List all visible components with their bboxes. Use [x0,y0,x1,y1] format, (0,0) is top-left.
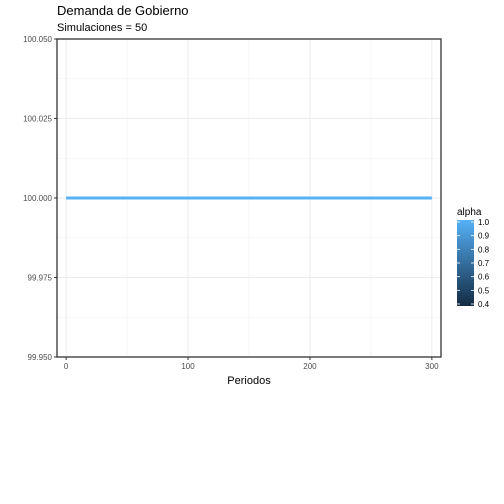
x-tick-label: 300 [425,362,439,371]
chart-title: Demanda de Gobierno [57,3,189,18]
y-tick-label: 100.000 [23,194,52,203]
x-tick-label: 100 [181,362,195,371]
y-tick-label: 99.975 [28,274,53,283]
legend-colorbar [457,220,474,306]
x-tick-label: 0 [64,362,69,371]
legend-label: 0.9 [478,232,490,241]
legend-label: 0.5 [478,286,490,295]
legend-title: alpha [457,207,482,218]
legend: alpha 1.0 0.9 0.8 0.7 0.6 0.5 0.4 [457,207,490,309]
y-tick-label: 99.950 [28,353,53,362]
legend-label: 0.4 [478,300,490,309]
x-axis: 0 100 200 300 [64,357,439,371]
y-tick-label: 100.025 [23,115,52,124]
legend-label: 0.6 [478,273,490,282]
legend-label: 0.8 [478,245,490,254]
x-tick-label: 200 [303,362,317,371]
y-tick-label: 100.050 [23,35,52,44]
legend-labels: 1.0 0.9 0.8 0.7 0.6 0.5 0.4 [457,218,490,309]
y-axis: 99.950 99.975 100.000 100.025 100.050 [23,35,57,362]
legend-label: 1.0 [478,218,490,227]
chart-subtitle: Simulaciones = 50 [57,22,147,34]
x-axis-title: Periodos [227,375,271,387]
legend-label: 0.7 [478,259,490,268]
